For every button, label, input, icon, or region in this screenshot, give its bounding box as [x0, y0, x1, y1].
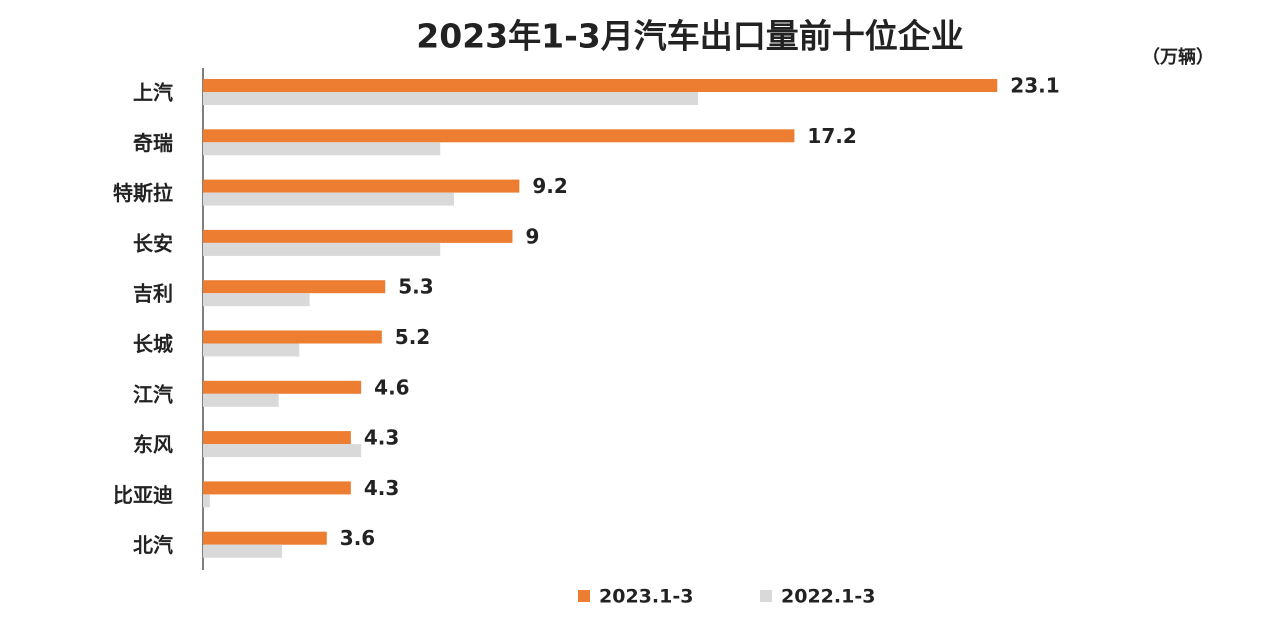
bar — [203, 343, 300, 357]
value-label: 9 — [525, 224, 539, 248]
bar — [203, 280, 386, 294]
bar — [203, 179, 520, 193]
bar — [203, 431, 351, 445]
value-label: 5.3 — [398, 275, 433, 299]
bar — [203, 444, 362, 458]
y-tick-label: 江汽 — [133, 382, 173, 406]
bar — [203, 142, 441, 156]
bar — [203, 481, 351, 495]
bar — [203, 192, 455, 206]
bar — [203, 293, 310, 307]
y-tick-label: 吉利 — [133, 282, 173, 306]
legend-label: 2022.1-3 — [781, 586, 875, 608]
bar — [203, 380, 362, 394]
y-tick-label: 上汽 — [133, 81, 173, 105]
legend-label: 2023.1-3 — [599, 586, 693, 608]
value-label: 17.2 — [807, 124, 856, 148]
value-label: 4.3 — [364, 426, 399, 450]
bar — [203, 129, 795, 143]
bar — [203, 229, 513, 243]
y-tick-label: 北汽 — [133, 533, 173, 557]
bar — [203, 531, 327, 545]
bar — [203, 79, 998, 92]
bar — [203, 393, 279, 407]
unit-label: （万辆） — [1142, 46, 1214, 68]
y-tick-label: 特斯拉 — [113, 181, 173, 205]
y-tick-label: 长安 — [133, 231, 173, 255]
chart-title: 2023年1-3月汽车出口量前十位企业 — [416, 17, 963, 56]
bar — [203, 494, 210, 508]
y-tick-label: 长城 — [133, 332, 173, 356]
legend-swatch — [578, 590, 590, 602]
y-tick-label: 比亚迪 — [113, 483, 173, 507]
bar — [203, 330, 382, 344]
y-tick-label: 奇瑞 — [133, 131, 173, 155]
legend-swatch — [760, 590, 772, 602]
bar — [203, 544, 283, 558]
bar — [203, 242, 441, 256]
value-label: 4.6 — [374, 375, 409, 399]
value-label: 5.2 — [395, 325, 430, 349]
value-label: 3.6 — [340, 526, 375, 550]
bar — [203, 92, 699, 105]
value-label: 23.1 — [1010, 74, 1059, 98]
y-tick-label: 东风 — [133, 433, 173, 457]
value-label: 9.2 — [532, 174, 567, 198]
value-label: 4.3 — [364, 476, 399, 500]
